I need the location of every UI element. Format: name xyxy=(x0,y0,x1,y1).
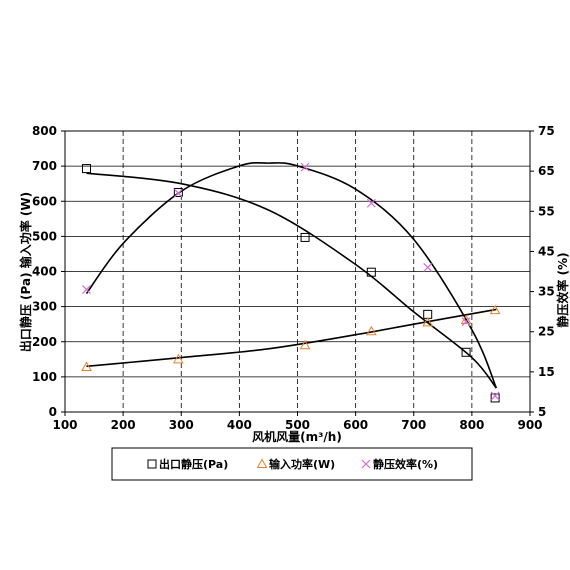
x-tick-label: 600 xyxy=(343,418,368,432)
x-marker-stroke xyxy=(361,459,371,469)
x-tick-label: 100 xyxy=(52,418,77,432)
series-3-point xyxy=(300,162,310,172)
fit-curve-2 xyxy=(86,308,497,368)
left-y-tick-label: 200 xyxy=(32,335,57,349)
fit-curve-3 xyxy=(85,161,498,389)
fit-curve-1 xyxy=(86,172,497,389)
left-y-tick-label: 800 xyxy=(32,124,57,138)
x-tick-label: 400 xyxy=(227,418,252,432)
left-y-tick-label: 400 xyxy=(32,265,57,279)
left-y-axis-title: 出口静压 (Pa) 输入功率 (W) xyxy=(18,192,33,352)
x-marker-stroke xyxy=(366,198,376,208)
data-markers xyxy=(81,162,501,403)
series-2-point xyxy=(172,353,184,364)
x-marker-stroke xyxy=(423,263,433,272)
legend-label-1: 出口静压(Pa) xyxy=(159,457,228,471)
x-tick-labels: 100 200 300 400 500 600 700 800 900 xyxy=(52,418,542,432)
x-tick-label: 300 xyxy=(169,418,194,432)
series-1-point xyxy=(366,267,376,277)
legend-marker-2 xyxy=(256,458,268,468)
right-y-tick-label: 15 xyxy=(538,365,555,379)
right-y-tick-label: 25 xyxy=(538,325,555,339)
x-marker-stroke xyxy=(82,285,91,294)
right-y-tick-label: 55 xyxy=(538,204,555,218)
series-1-point xyxy=(82,164,92,174)
x-axis-title: 风机风量(m³/h) xyxy=(252,429,342,444)
right-y-tick-label: 35 xyxy=(538,285,555,299)
right-y-axis-title: 静压效率 (%) xyxy=(555,252,570,327)
x-marker-stroke xyxy=(300,162,310,172)
series-3-point xyxy=(461,317,471,327)
left-y-tick-label: 300 xyxy=(32,300,57,314)
x-tick-label: 200 xyxy=(111,418,136,432)
left-y-tick-label: 100 xyxy=(32,370,57,384)
series-3-point xyxy=(490,391,500,401)
series-3-point xyxy=(423,263,433,272)
x-marker-stroke xyxy=(173,188,183,198)
left-y-tick-label: 0 xyxy=(49,405,57,419)
left-y-tick-label: 500 xyxy=(32,229,57,243)
right-y-tick-label: 75 xyxy=(538,124,555,138)
x-marker-stroke xyxy=(461,317,471,327)
x-tick-label: 800 xyxy=(459,418,484,432)
grid xyxy=(61,130,534,416)
legend-label-3: 静压效率(%) xyxy=(373,457,438,471)
series-1-point xyxy=(300,232,310,242)
series-3-point xyxy=(82,285,91,294)
left-y-tick-label: 600 xyxy=(32,194,57,208)
series-3-point xyxy=(173,188,183,198)
series-1-point xyxy=(173,187,183,197)
x-tick-label: 700 xyxy=(401,418,426,432)
left-y-tick-label: 700 xyxy=(32,159,57,173)
right-y-tick-label: 45 xyxy=(538,244,555,258)
right-y-tick-label: 5 xyxy=(538,405,546,419)
series-2-point xyxy=(81,361,92,372)
legend: 出口静压(Pa) 输入功率(W) 静压效率(%) xyxy=(111,447,473,481)
fit-curves xyxy=(85,161,498,389)
legend-marker-3 xyxy=(361,459,371,469)
right-y-tick-labels: 5 15 25 35 45 55 65 75 xyxy=(538,124,555,419)
series-3-point xyxy=(366,198,376,208)
legend-box xyxy=(111,447,473,481)
series-2-point xyxy=(365,325,377,336)
series-1-point xyxy=(490,393,500,403)
left-y-tick-labels: 0 100 200 300 400 500 600 700 800 xyxy=(32,124,57,419)
series-2-point xyxy=(299,339,311,350)
series-1-point xyxy=(461,347,471,357)
x-tick-label: 500 xyxy=(285,418,310,432)
legend-marker-1 xyxy=(147,459,157,469)
right-y-tick-label: 65 xyxy=(538,164,555,178)
series-2-point xyxy=(422,316,434,327)
x-tick-label: 900 xyxy=(517,418,542,432)
legend-label-2: 输入功率(W) xyxy=(269,457,335,471)
series-2-point xyxy=(489,304,501,315)
x-marker-stroke xyxy=(490,391,500,401)
